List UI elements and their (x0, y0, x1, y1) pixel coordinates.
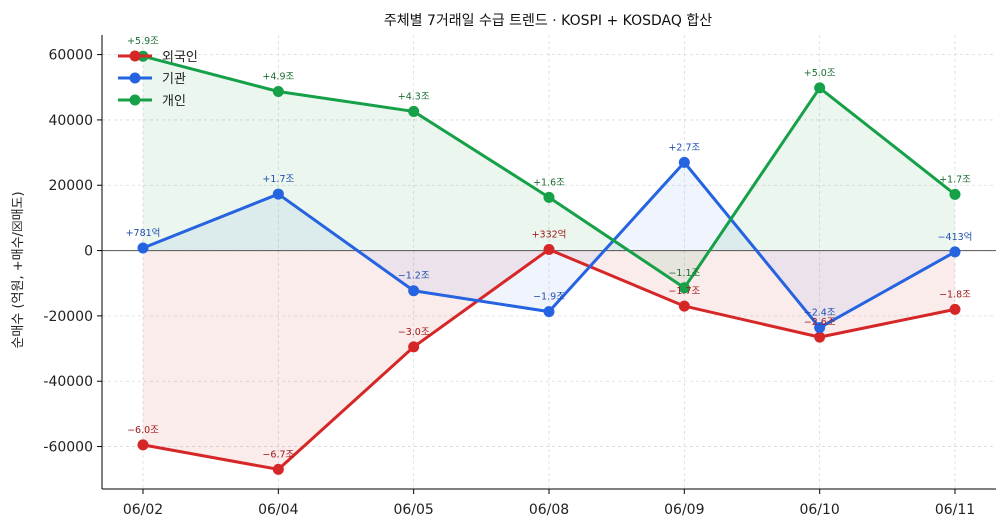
y-tick-label: -20000 (43, 309, 93, 325)
legend-label: 기관 (162, 72, 186, 87)
data-point (814, 331, 826, 343)
data-point (408, 105, 420, 117)
x-tick-label: 06/02 (123, 502, 163, 518)
y-tick-label: 60000 (48, 48, 93, 64)
data-labels: −6.0조 −6.7조 −3.0조 +332억 −1.7조 −2.6조 −1.8조 +781억… (126, 36, 973, 460)
data-point (814, 322, 826, 334)
data-label: +1.7조 (939, 174, 971, 185)
data-label: −3.0조 (398, 327, 430, 338)
data-label: +1.6조 (533, 177, 565, 188)
data-label: −1.1조 (668, 268, 700, 279)
data-point (678, 300, 690, 312)
data-label: +5.0조 (804, 68, 836, 79)
y-tick-label: 0 (84, 244, 93, 260)
data-label: +1.7조 (262, 174, 294, 185)
legend-swatch-marker (129, 94, 141, 106)
y-axis-label: 순매수 (억원, +매수/☒매도) (11, 191, 26, 348)
data-label: −413억 (938, 231, 973, 243)
series-fill-2 (143, 56, 955, 288)
x-tick-label: 06/05 (393, 502, 433, 518)
legend-label: 개인 (162, 94, 186, 109)
chart-title: 주체별 7거래일 수급 트렌드 · KOSPI + KOSDAQ 합산 (384, 13, 712, 29)
data-points (137, 50, 961, 475)
data-label: −1.8조 (939, 289, 971, 300)
data-label: −1.9조 (533, 292, 565, 303)
data-point (272, 463, 284, 475)
legend-swatch-marker (129, 72, 141, 84)
x-tick-label: 06/08 (529, 502, 569, 518)
data-label: +781억 (126, 227, 161, 239)
data-label: −1.7조 (668, 286, 700, 297)
data-label: +5.9조 (127, 36, 159, 47)
data-point (408, 341, 420, 353)
data-point (678, 282, 690, 294)
series-fill-1 (143, 162, 955, 328)
data-point (137, 242, 149, 254)
data-label: −2.4조 (804, 308, 836, 319)
data-point (814, 82, 826, 94)
x-tick-label: 06/11 (935, 502, 975, 518)
data-label: −1.2조 (398, 271, 430, 282)
data-point (408, 285, 420, 297)
data-label: +2.7조 (668, 142, 700, 153)
x-tick-label: 06/04 (258, 502, 298, 518)
x-tick-label: 06/09 (664, 502, 704, 518)
data-point (272, 188, 284, 200)
x-tick-label: 06/10 (799, 502, 839, 518)
data-label: −2.6조 (804, 317, 836, 328)
data-label: −6.0조 (127, 425, 159, 436)
data-point (543, 306, 555, 318)
y-ticks: -60000 -40000 -20000 0 20000 40000 60000 (43, 48, 102, 456)
data-point (543, 243, 555, 255)
y-tick-label: -60000 (43, 440, 93, 456)
data-point (678, 156, 690, 168)
data-point (949, 303, 961, 315)
data-point (137, 439, 149, 451)
series-fill-0 (143, 249, 955, 470)
data-label: +4.9조 (262, 72, 294, 83)
data-point (272, 86, 284, 98)
x-ticks: 06/02 06/04 06/05 06/08 06/09 06/10 06/11 (123, 489, 975, 518)
data-point (949, 188, 961, 200)
data-label: +4.3조 (398, 91, 430, 102)
y-tick-label: 20000 (48, 178, 93, 194)
y-tick-label: 40000 (48, 113, 93, 129)
data-label: −6.7조 (262, 449, 294, 460)
legend-swatch-marker (129, 50, 141, 62)
legend-label: 외국인 (162, 50, 198, 65)
data-point (949, 246, 961, 258)
data-point (543, 191, 555, 203)
data-label: +332억 (532, 228, 567, 240)
y-tick-label: -40000 (43, 374, 93, 390)
series-fills (143, 56, 955, 470)
